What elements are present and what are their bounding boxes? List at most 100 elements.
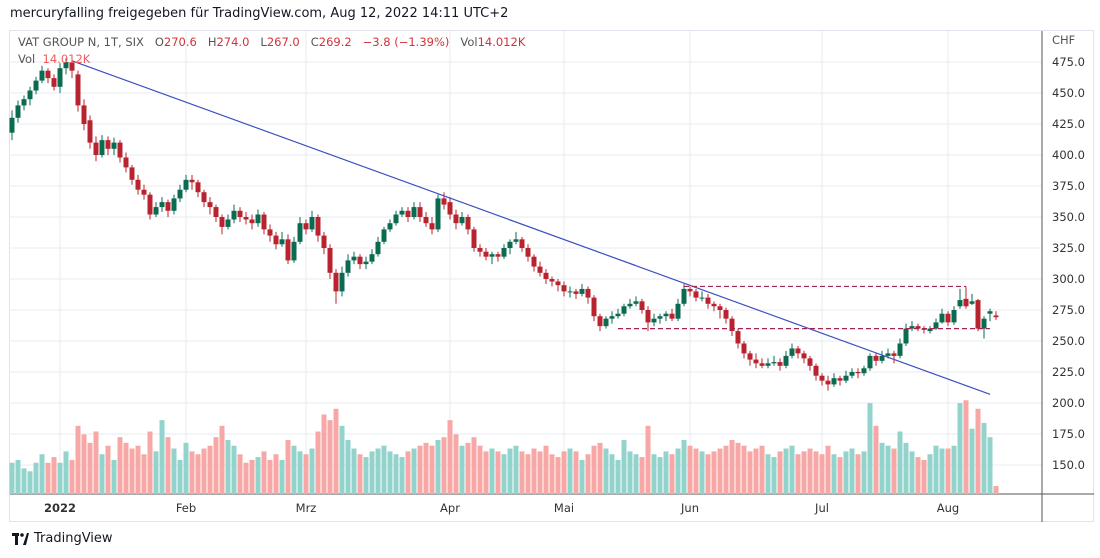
volume-bar [45, 462, 51, 494]
low-value: 267.0 [266, 35, 300, 49]
volume-legend: Vol 14.012K [18, 52, 90, 66]
candle-down [219, 217, 225, 227]
candle-down [315, 217, 321, 236]
chart-frame [9, 30, 1094, 522]
candle-up [879, 355, 885, 361]
low-label: L [260, 35, 267, 49]
volume-bar [513, 445, 519, 494]
candle-down [639, 301, 645, 310]
volume-bar [969, 428, 975, 494]
candle-down [543, 272, 549, 279]
y-tick-label: 200.0 [1052, 396, 1085, 410]
volume-bar [345, 440, 351, 494]
volume-bar [747, 451, 753, 494]
volume-bar [39, 454, 45, 494]
volume-bar [321, 414, 327, 494]
candle-up [297, 223, 303, 242]
candle-down [357, 256, 363, 265]
volume-bar [327, 420, 333, 494]
candle-up [951, 310, 957, 323]
volume-bar [927, 454, 933, 494]
candle-down [81, 105, 87, 124]
volume-bar [477, 445, 483, 494]
volume-bar [99, 454, 105, 494]
volume-bar [783, 448, 789, 494]
candle-up [579, 288, 585, 294]
y-tick-label: 475.0 [1052, 55, 1085, 69]
volume-bar [291, 445, 297, 494]
x-tick-label: Jun [680, 501, 699, 515]
volume-bar [189, 451, 195, 494]
candle-up [765, 363, 771, 366]
candle-up [21, 99, 27, 106]
volume-bar [339, 425, 345, 494]
candle-up [615, 313, 621, 317]
candle-up [375, 241, 381, 255]
candle-down [945, 313, 951, 323]
candle-up [411, 207, 417, 217]
candle-down [807, 358, 813, 366]
volume-bar [603, 448, 609, 494]
candle-down [105, 140, 111, 149]
candle-down [405, 210, 411, 217]
volume-bar [387, 451, 393, 494]
candle-down [453, 214, 459, 224]
y-tick-label: 175.0 [1052, 427, 1085, 441]
candle-up [651, 318, 657, 323]
candle-up [345, 260, 351, 273]
candle-up [681, 288, 687, 304]
y-tick-label: 225.0 [1052, 365, 1085, 379]
volume-bar [975, 408, 981, 494]
volume-bar [633, 454, 639, 494]
volume-bar [651, 454, 657, 494]
candle-down [447, 202, 453, 215]
candle-down [753, 359, 759, 364]
volume-bar [135, 445, 141, 494]
volume-bar [411, 448, 417, 494]
candle-down [585, 288, 591, 298]
candle-up [933, 322, 939, 329]
volume-bar [57, 462, 63, 494]
high-label: H [207, 35, 217, 49]
volume-bar [627, 451, 633, 494]
x-tick-label: Aug [937, 501, 959, 515]
candle-up [309, 217, 315, 230]
volume-bar [147, 431, 153, 494]
volume-label: Vol [18, 52, 36, 66]
candle-down [747, 353, 753, 360]
volume-bar [573, 451, 579, 494]
y-tick-label: 350.0 [1052, 210, 1085, 224]
volume-bar [81, 434, 87, 494]
candle-up [771, 362, 777, 364]
volume-bar [261, 451, 267, 494]
brand-name: TradingView [34, 531, 113, 546]
volume-bar [9, 462, 15, 494]
candle-up [513, 239, 519, 242]
candle-down [495, 254, 501, 257]
volume-bar [51, 457, 57, 494]
y-tick-label: 275.0 [1052, 303, 1085, 317]
candle-down [561, 285, 567, 292]
candle-down [477, 248, 483, 252]
volume-bar [75, 425, 81, 494]
volume-bar [357, 454, 363, 494]
volume-bar [861, 451, 867, 494]
volume-value: 14.012K [42, 52, 91, 66]
candle-up [567, 291, 573, 293]
volume-bar [681, 440, 687, 494]
volume-bar [777, 451, 783, 494]
y-tick-label: 300.0 [1052, 272, 1085, 286]
vol-label: Vol [460, 35, 478, 49]
candle-up [831, 378, 837, 385]
candle-down [429, 223, 435, 230]
volume-bar [459, 445, 465, 494]
candle-down [813, 365, 819, 376]
volume-bar [705, 454, 711, 494]
candle-down [267, 229, 273, 236]
y-tick-label: 375.0 [1052, 179, 1085, 193]
volume-bar [723, 445, 729, 494]
candle-down [483, 251, 489, 257]
x-tick-label: Feb [176, 501, 196, 515]
candle-up [399, 210, 405, 215]
